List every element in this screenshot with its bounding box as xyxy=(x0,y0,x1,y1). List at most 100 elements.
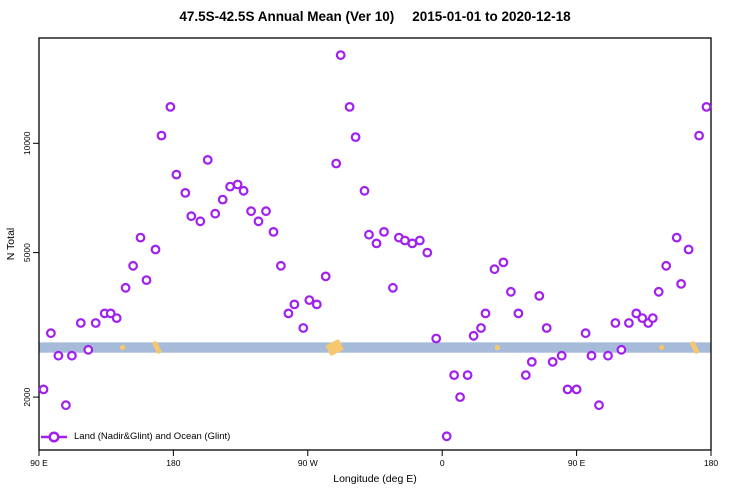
data-point xyxy=(506,286,516,297)
data-point xyxy=(276,260,286,271)
data-point xyxy=(701,101,712,112)
legend-circle-icon xyxy=(48,431,60,443)
data-point xyxy=(610,318,621,328)
data-point xyxy=(66,350,77,361)
data-point xyxy=(513,308,524,319)
data-point xyxy=(111,313,122,324)
data-point xyxy=(534,291,545,301)
data-point xyxy=(61,400,71,411)
data-point xyxy=(603,350,613,361)
data-point xyxy=(304,295,315,306)
data-point xyxy=(289,299,300,310)
data-point xyxy=(547,357,558,367)
legend-label: Land (Nadir&Glint) and Ocean (Glint) xyxy=(74,431,231,442)
data-point xyxy=(298,323,309,333)
data-point xyxy=(320,271,331,282)
data-point xyxy=(364,229,374,240)
y-axis-title: N Total xyxy=(5,227,17,261)
data-point xyxy=(46,328,56,339)
x-tick-label: 180 xyxy=(166,458,180,468)
data-point xyxy=(526,357,537,367)
data-point xyxy=(186,211,197,222)
y-tick-label: 5000 xyxy=(22,243,32,262)
data-point xyxy=(135,232,146,243)
data-point xyxy=(90,318,101,328)
data-point xyxy=(38,384,49,395)
data-point xyxy=(371,238,382,249)
data-point xyxy=(556,350,567,361)
data-point xyxy=(647,313,658,324)
data-point xyxy=(120,282,131,293)
data-point xyxy=(562,384,573,395)
data-point xyxy=(311,299,322,310)
data-point xyxy=(253,216,264,227)
data-point xyxy=(498,257,509,268)
data-point xyxy=(637,313,648,324)
x-tick-label: 0 xyxy=(440,458,445,468)
plot-border xyxy=(38,37,712,451)
data-point xyxy=(232,179,243,190)
data-point xyxy=(476,323,486,333)
data-point xyxy=(335,50,346,60)
data-point xyxy=(344,101,355,112)
band-mark xyxy=(119,344,126,351)
data-point xyxy=(661,260,672,271)
data-point xyxy=(141,275,152,286)
data-point xyxy=(586,350,597,361)
data-point xyxy=(462,370,473,381)
data-point xyxy=(388,282,398,293)
band-mark xyxy=(690,341,700,354)
data-point xyxy=(150,244,161,255)
data-point xyxy=(246,206,257,217)
data-point xyxy=(238,185,249,196)
data-point xyxy=(202,154,213,165)
data-point xyxy=(331,158,342,169)
data-point xyxy=(694,130,704,141)
data-point xyxy=(455,392,466,403)
data-point xyxy=(171,169,182,180)
band-mark xyxy=(325,339,344,356)
data-point xyxy=(580,328,591,339)
band-mark xyxy=(659,344,665,351)
data-point xyxy=(671,232,682,243)
data-point xyxy=(217,194,228,205)
data-point xyxy=(683,244,694,255)
data-point xyxy=(431,333,442,344)
x-tick-label: 90 E xyxy=(30,458,48,468)
data-point xyxy=(350,132,361,143)
chart-title-main: 47.5S-42.5S Annual Mean (Ver 10) xyxy=(179,9,395,24)
band-mark xyxy=(494,344,501,351)
data-point xyxy=(676,279,686,289)
chart-title-dates: 2015-01-01 to 2020-12-18 xyxy=(412,9,571,24)
data-point xyxy=(624,318,634,328)
data-point xyxy=(156,130,167,141)
data-point xyxy=(210,208,221,219)
data-point xyxy=(653,286,664,297)
x-tick-label: 90 W xyxy=(298,458,318,468)
chart-title: 47.5S-42.5S Annual Mean (Ver 10) 2015-01… xyxy=(0,9,750,24)
y-tick-label: 2000 xyxy=(22,387,32,406)
data-point xyxy=(468,330,479,341)
trusted-band xyxy=(39,342,711,353)
data-point xyxy=(105,308,116,319)
band-mark xyxy=(152,341,162,354)
data-point xyxy=(165,101,176,112)
data-point xyxy=(489,264,500,275)
data-point xyxy=(631,308,642,319)
data-point xyxy=(571,384,582,395)
data-point xyxy=(83,344,94,355)
data-point xyxy=(449,370,460,381)
y-tick-label: 10000 xyxy=(22,131,32,155)
data-point xyxy=(359,185,370,196)
data-point xyxy=(594,400,604,411)
x-tick-label: 90 E xyxy=(568,458,586,468)
data-point xyxy=(379,226,389,237)
data-point xyxy=(283,308,294,319)
data-point xyxy=(616,344,627,355)
data-point xyxy=(414,235,425,246)
data-point xyxy=(541,323,552,333)
data-point xyxy=(422,247,433,258)
data-point xyxy=(261,206,271,217)
data-point xyxy=(53,350,64,361)
